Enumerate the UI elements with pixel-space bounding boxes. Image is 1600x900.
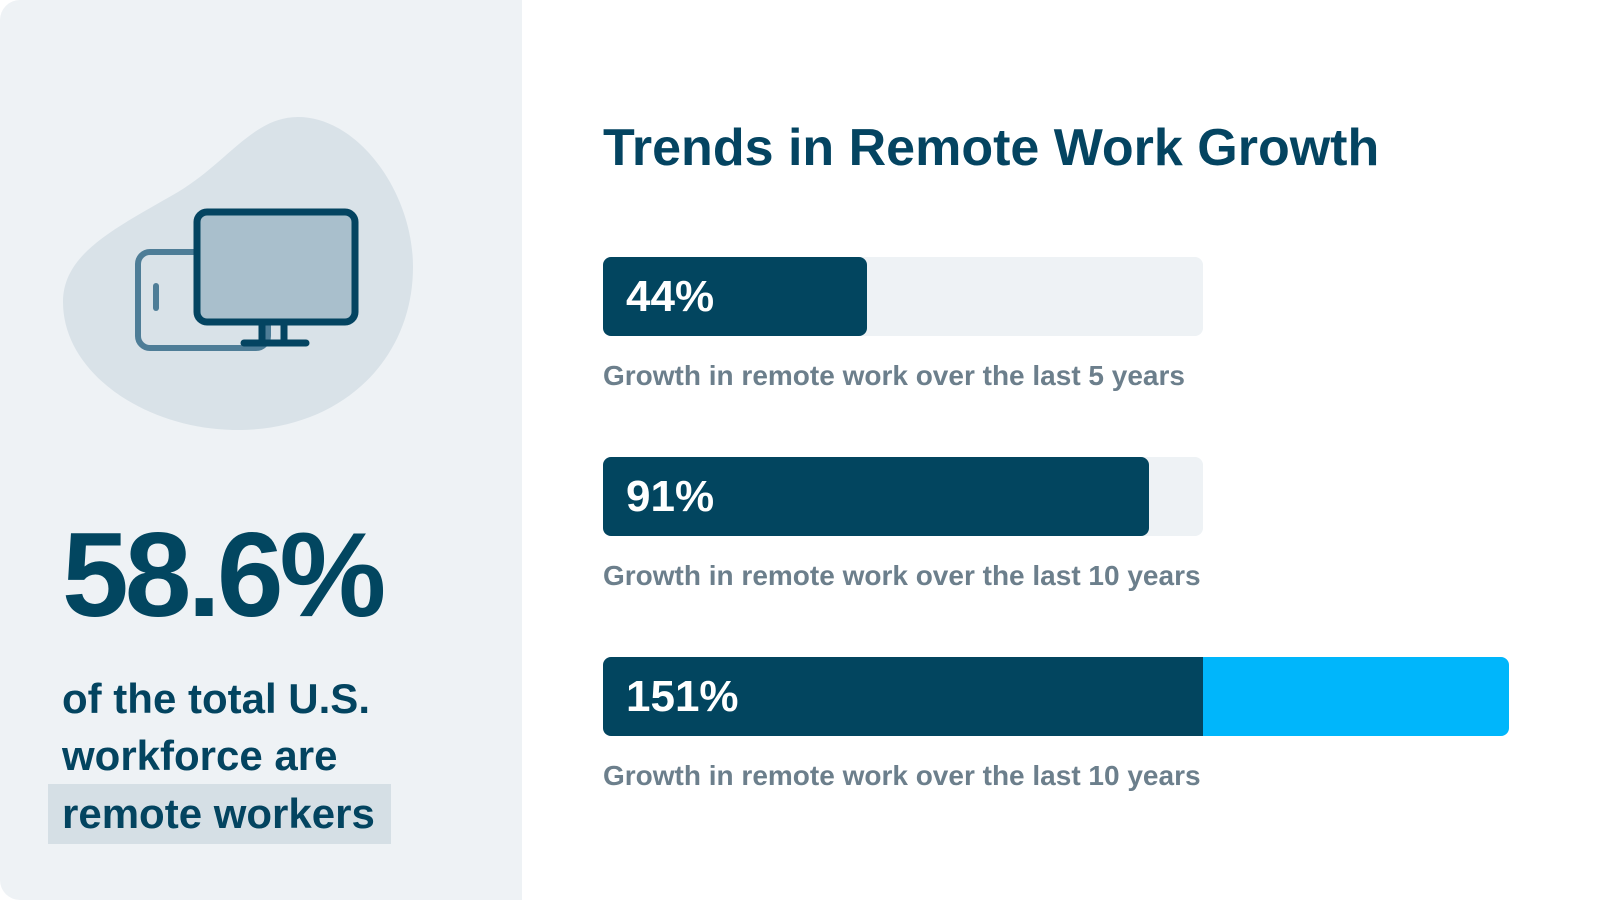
bar-track: 91% <box>603 457 1203 536</box>
bar-description: Growth in remote work over the last 10 y… <box>603 760 1201 791</box>
bar-value-label: 91% <box>626 472 715 521</box>
stat-caption: of the total U.S. workforce are remote w… <box>48 670 482 844</box>
summary-panel: 58.6% of the total U.S. workforce are re… <box>0 0 522 900</box>
bar-row: 151% Growth in remote work over the last … <box>603 657 1509 792</box>
bar-value-label: 44% <box>626 272 715 321</box>
bar-track: 44% <box>603 257 1203 336</box>
bar-description: Growth in remote work over the last 5 ye… <box>603 360 1185 391</box>
chart-panel: Trends in Remote Work Growth 44% Growth i… <box>522 0 1600 900</box>
bar <box>603 657 1203 736</box>
caption-line-2: workforce are <box>62 732 338 779</box>
bar-description: Growth in remote work over the last 10 y… <box>603 560 1201 591</box>
monitor-screen <box>193 208 359 326</box>
bar-row: 91% Growth in remote work over the last 1… <box>603 457 1203 592</box>
chart-title: Trends in Remote Work Growth <box>603 119 1380 177</box>
caption-highlight: remote workers <box>48 784 391 844</box>
bar-value-label: 151% <box>626 672 739 721</box>
bar-track: 151% <box>603 657 1509 736</box>
bar-row: 44% Growth in remote work over the last 5… <box>603 257 1203 392</box>
caption-line-1: of the total U.S. <box>62 675 370 722</box>
headline-stat: 58.6% <box>62 508 386 642</box>
bar <box>603 257 867 336</box>
bar-overflow <box>1193 657 1509 736</box>
desktop-and-tablet-icon <box>63 117 413 431</box>
bar <box>603 457 1149 536</box>
